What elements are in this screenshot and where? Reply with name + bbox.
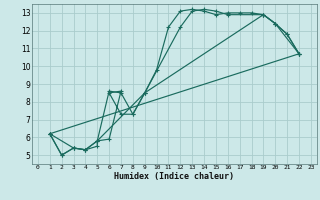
X-axis label: Humidex (Indice chaleur): Humidex (Indice chaleur) — [115, 172, 234, 181]
